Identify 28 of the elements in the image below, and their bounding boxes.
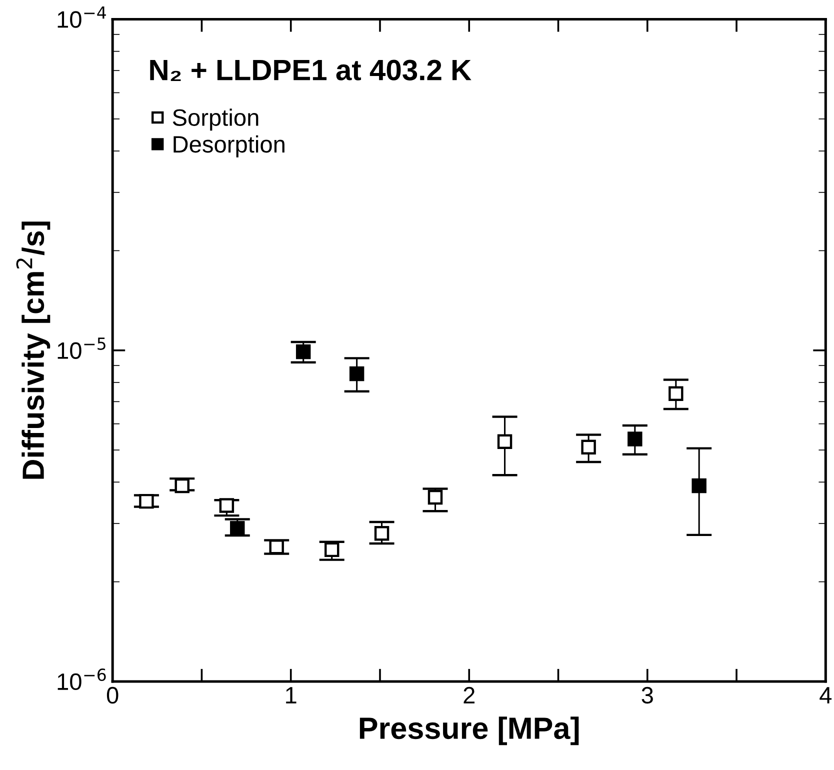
point <box>296 344 311 360</box>
point <box>219 498 234 513</box>
legend-label: Sorption <box>172 108 258 131</box>
y-tick-label: 10$^{−5}$ <box>58 338 106 359</box>
text: N₂ + LLDPE1 at 403.2 K <box>150 60 472 82</box>
point <box>497 434 512 449</box>
point <box>668 386 684 402</box>
point <box>230 520 245 536</box>
point <box>349 366 364 382</box>
x-tick-label: 2 <box>464 686 475 704</box>
point <box>581 440 596 455</box>
point <box>628 432 642 446</box>
point <box>174 478 190 494</box>
x-tick-label: 4 <box>820 687 832 704</box>
point <box>139 494 154 509</box>
point <box>324 542 340 558</box>
point <box>692 478 706 494</box>
y-tick-label: 10$^{−6}$ <box>58 668 106 690</box>
x-tick-label: 1 <box>286 687 296 704</box>
point <box>428 490 443 505</box>
y-axis-title: Diffusivity [cm$^{2}$/s] <box>16 222 50 479</box>
point <box>374 526 390 541</box>
point <box>269 539 284 554</box>
x-tick-label: 0 <box>106 686 118 704</box>
legend-label: Desorption <box>174 135 284 158</box>
x-tick-label: 3 <box>642 686 653 704</box>
x-axis-title: Pressure [MPa] <box>360 716 579 746</box>
y-tick-label: 10$^{−4}$ <box>58 6 106 28</box>
